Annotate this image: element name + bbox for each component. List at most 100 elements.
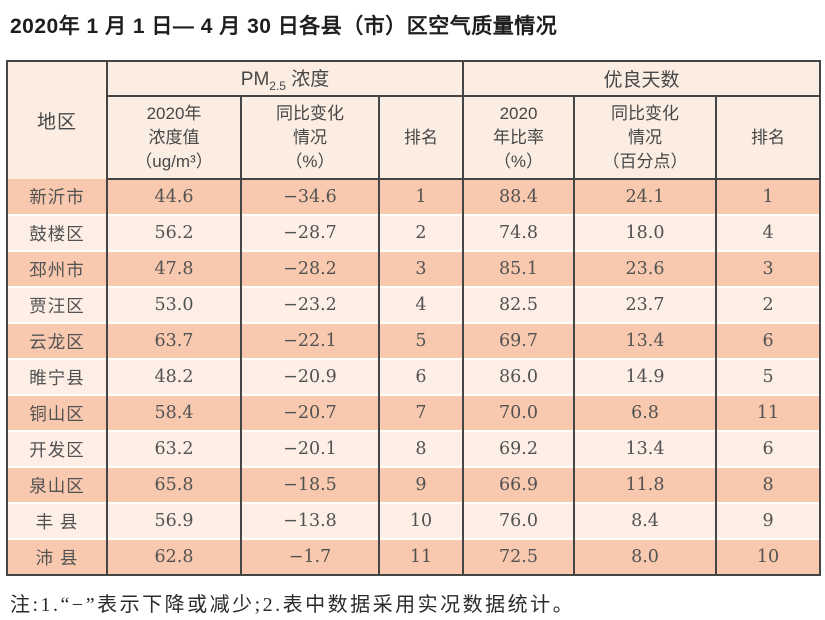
good-ratio-cell: 72.5 bbox=[462, 538, 575, 575]
good-ratio-cell: 74.8 bbox=[462, 214, 575, 251]
region-cell: 云龙区 bbox=[6, 322, 108, 359]
table-row: 丰 县 56.9 −13.8 10 76.0 8.4 9 bbox=[6, 502, 822, 539]
pm25-change-cell: −1.7 bbox=[240, 538, 380, 575]
pm25-value-cell: 47.8 bbox=[106, 250, 242, 287]
region-cell: 泉山区 bbox=[6, 466, 108, 503]
good-change-cell: 8.4 bbox=[573, 502, 717, 539]
pm25-rank-cell: 3 bbox=[378, 250, 464, 287]
pm25-value-cell: 48.2 bbox=[106, 358, 242, 395]
column-header-pm25-rank: 排名 bbox=[378, 96, 464, 180]
good-change-cell: 24.1 bbox=[573, 179, 717, 215]
good-rank-cell: 1 bbox=[714, 179, 822, 215]
pm25-rank-cell: 6 bbox=[378, 358, 464, 395]
good-ratio-cell: 88.4 bbox=[462, 179, 575, 215]
good-rank-cell: 11 bbox=[714, 394, 822, 431]
table-row: 云龙区 63.7 −22.1 5 69.7 13.4 6 bbox=[6, 322, 822, 359]
pm25-rank-cell: 4 bbox=[378, 286, 464, 323]
table-row: 睢宁县 48.2 −20.9 6 86.0 14.9 5 bbox=[6, 358, 822, 395]
pm25-value-cell: 63.7 bbox=[106, 322, 242, 359]
column-header-pm25-change: 同比变化 情况 （%） bbox=[240, 96, 380, 180]
good-rank-cell: 9 bbox=[714, 502, 822, 539]
good-rank-cell: 6 bbox=[714, 322, 822, 359]
pm25-change-cell: −28.7 bbox=[240, 214, 380, 251]
column-header-region: 地区 bbox=[6, 61, 108, 179]
column-group-good-days: 优良天数 bbox=[461, 61, 822, 97]
footnote: 注:1.“−”表示下降或减少;2.表中数据采用实况数据统计。 bbox=[10, 594, 576, 616]
good-ratio-cell: 66.9 bbox=[462, 466, 575, 503]
column-header-good-change: 同比变化 情况 （百分点） bbox=[573, 96, 717, 180]
table-row: 邳州市 47.8 −28.2 3 85.1 23.6 3 bbox=[6, 250, 822, 287]
page-title: 2020年 1 月 1 日— 4 月 30 日各县（市）区空气质量情况 bbox=[10, 15, 558, 38]
good-change-cell: 13.4 bbox=[573, 430, 717, 467]
table-row: 鼓楼区 56.2 −28.7 2 74.8 18.0 4 bbox=[6, 214, 822, 251]
column-header-pm25-value: 2020年 浓度值 （ug/m³） bbox=[106, 96, 242, 180]
pm25-change-cell: −28.2 bbox=[240, 250, 380, 287]
region-cell: 鼓楼区 bbox=[6, 214, 108, 251]
good-rank-cell: 10 bbox=[714, 538, 822, 575]
pm25-value-cell: 58.4 bbox=[106, 394, 242, 431]
region-cell: 开发区 bbox=[6, 430, 108, 467]
pm25-value-cell: 63.2 bbox=[106, 430, 242, 467]
good-rank-cell: 2 bbox=[714, 286, 822, 323]
pm25-label-suffix: 浓度 bbox=[285, 69, 330, 90]
good-ratio-cell: 69.2 bbox=[462, 430, 575, 467]
good-ratio-cell: 85.1 bbox=[462, 250, 575, 287]
column-header-good-rank: 排名 bbox=[714, 96, 822, 180]
region-cell: 贾汪区 bbox=[6, 286, 108, 323]
good-rank-cell: 5 bbox=[714, 358, 822, 395]
pm25-rank-cell: 7 bbox=[378, 394, 464, 431]
region-cell: 铜山区 bbox=[6, 394, 108, 431]
region-cell: 新沂市 bbox=[6, 179, 108, 215]
pm25-value-cell: 56.2 bbox=[106, 214, 242, 251]
pm25-rank-cell: 5 bbox=[378, 322, 464, 359]
pm25-change-cell: −34.6 bbox=[240, 179, 380, 215]
good-ratio-cell: 86.0 bbox=[462, 358, 575, 395]
good-ratio-cell: 69.7 bbox=[462, 322, 575, 359]
pm25-rank-cell: 11 bbox=[378, 538, 464, 575]
table-row: 泉山区 65.8 −18.5 9 66.9 11.8 8 bbox=[6, 466, 822, 503]
pm25-rank-cell: 10 bbox=[378, 502, 464, 539]
air-quality-table: 地区 PM2.5 浓度 优良天数 2020年 浓度值 （ug/m³） 同比变化 … bbox=[6, 60, 822, 576]
pm25-value-cell: 62.8 bbox=[106, 538, 242, 575]
pm25-value-cell: 56.9 bbox=[106, 502, 242, 539]
good-change-cell: 23.7 bbox=[573, 286, 717, 323]
pm25-change-cell: −22.1 bbox=[240, 322, 380, 359]
region-cell: 睢宁县 bbox=[6, 358, 108, 395]
pm25-rank-cell: 9 bbox=[378, 466, 464, 503]
table-row: 开发区 63.2 −20.1 8 69.2 13.4 6 bbox=[6, 430, 822, 467]
good-change-cell: 11.8 bbox=[573, 466, 717, 503]
good-change-cell: 18.0 bbox=[573, 214, 717, 251]
pm25-change-cell: −13.8 bbox=[240, 502, 380, 539]
good-rank-cell: 6 bbox=[714, 430, 822, 467]
pm25-change-cell: −23.2 bbox=[240, 286, 380, 323]
pm25-rank-cell: 2 bbox=[378, 214, 464, 251]
table-row: 沛 县 62.8 −1.7 11 72.5 8.0 10 bbox=[6, 538, 822, 575]
pm25-change-cell: −20.9 bbox=[240, 358, 380, 395]
pm25-rank-cell: 8 bbox=[378, 430, 464, 467]
header-sub-row: 2020年 浓度值 （ug/m³） 同比变化 情况 （%） 排名 2020 年比… bbox=[7, 96, 822, 180]
good-rank-cell: 8 bbox=[714, 466, 822, 503]
good-change-cell: 6.8 bbox=[573, 394, 717, 431]
header-group-row: 地区 PM2.5 浓度 优良天数 bbox=[6, 61, 822, 179]
good-ratio-cell: 82.5 bbox=[462, 286, 575, 323]
pm25-value-cell: 65.8 bbox=[106, 466, 242, 503]
good-change-cell: 8.0 bbox=[573, 538, 717, 575]
good-change-cell: 23.6 bbox=[573, 250, 717, 287]
good-rank-cell: 4 bbox=[714, 214, 822, 251]
good-ratio-cell: 70.0 bbox=[462, 394, 575, 431]
pm25-change-cell: −20.7 bbox=[240, 394, 380, 431]
good-change-cell: 13.4 bbox=[573, 322, 717, 359]
table-row: 新沂市 44.6 −34.6 1 88.4 24.1 1 bbox=[6, 179, 822, 215]
table-row: 铜山区 58.4 −20.7 7 70.0 6.8 11 bbox=[6, 394, 822, 431]
pm25-rank-cell: 1 bbox=[378, 179, 464, 215]
table-row: 贾汪区 53.0 −23.2 4 82.5 23.7 2 bbox=[6, 286, 822, 323]
pm25-label-prefix: PM bbox=[240, 69, 270, 90]
good-change-cell: 14.9 bbox=[573, 358, 717, 395]
good-ratio-cell: 76.0 bbox=[462, 502, 575, 539]
column-group-pm25: PM2.5 浓度 bbox=[106, 61, 464, 97]
pm25-value-cell: 53.0 bbox=[106, 286, 242, 323]
column-header-good-ratio: 2020 年比率 （%） bbox=[462, 96, 575, 180]
pm25-value-cell: 44.6 bbox=[106, 179, 242, 215]
region-cell: 丰 县 bbox=[6, 502, 108, 539]
